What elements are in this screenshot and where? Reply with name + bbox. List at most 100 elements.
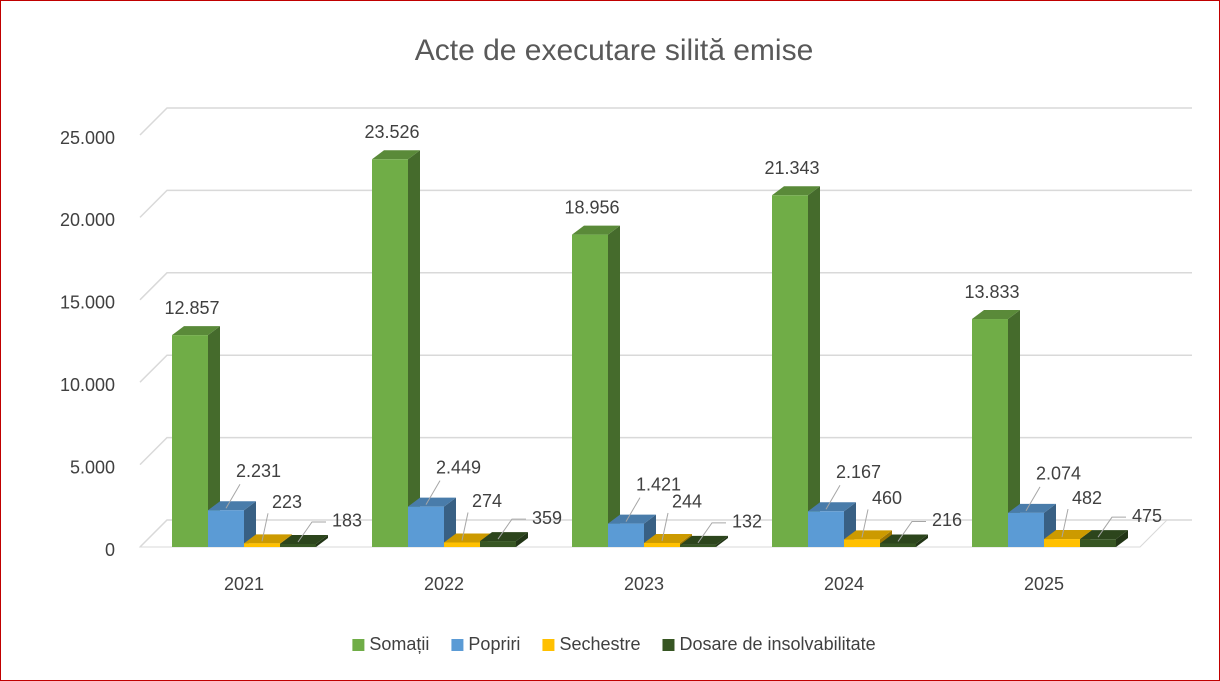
grid-line [139,354,1192,383]
data-label: 18.956 [564,197,619,217]
legend-swatch [352,639,365,651]
bar-top [880,534,928,544]
grid-line [139,436,1192,466]
bar [644,542,680,547]
bar [608,523,644,547]
data-label: 216 [932,510,962,530]
bar [444,542,480,547]
leader-line [861,509,869,538]
data-label: 482 [1072,488,1102,508]
bar-top [172,326,220,336]
bar-top [972,310,1020,320]
bar-top [1044,530,1092,540]
bar-side [916,534,928,547]
bar [244,543,280,547]
bar [408,506,444,547]
x-tick-label: 2021 [224,574,264,594]
data-label: 12.857 [164,298,219,318]
data-label: 2.074 [1036,464,1081,484]
data-label: 132 [732,512,762,532]
data-label: 274 [472,491,502,511]
bar-top [372,150,420,160]
data-label: 460 [872,488,902,508]
chart-title: Acte de executare silită emise [415,34,814,67]
bar-top [280,534,328,544]
bar-top [844,530,892,540]
grid-line [139,272,1192,301]
legend-swatch [662,639,675,651]
bar [1044,539,1080,547]
bar-side [608,225,620,548]
data-label: 21.343 [764,158,819,178]
x-tick-label: 2025 [1024,574,1064,594]
bar-side [316,534,328,547]
leader-line [225,483,241,509]
leader-line [697,522,726,544]
bar [680,544,716,547]
data-label: 23.526 [364,122,419,142]
leader-line [1061,508,1069,538]
bar-top [480,532,528,542]
bar [372,159,408,548]
leader-line [497,518,526,540]
bar-side [716,535,728,547]
x-tick-label: 2023 [624,574,664,594]
x-tick-label: 2024 [824,574,864,594]
bar-side [808,186,820,547]
bar-top [772,186,820,196]
data-label: 2.449 [436,457,481,477]
leader-line [261,513,269,542]
bar-side [1116,530,1128,547]
leader-line [1025,486,1041,512]
bar-side [444,497,456,547]
bar-side [1008,310,1020,547]
bar-side [408,150,420,548]
bar-top [1080,530,1128,540]
legend-swatch [451,639,464,651]
bar [1080,539,1116,547]
bar [808,511,844,547]
data-label: 359 [532,508,562,528]
leader-line [461,512,469,541]
bar [880,543,916,547]
leader-line [425,480,441,505]
leader-line [661,512,669,542]
grid-line [139,189,1192,218]
data-label: 223 [272,492,302,512]
data-label: 2.167 [836,462,881,482]
bar-top [1008,503,1056,513]
leader-line [297,521,326,543]
legend-label: Dosare de insolvabilitate [679,634,875,654]
bar-top [680,535,728,545]
bar [480,541,516,547]
grid-line [139,107,1192,136]
bar [844,539,880,547]
data-label: 183 [332,511,362,531]
bar [208,510,244,547]
y-tick-label: 20.000 [60,210,115,230]
bar-top [608,514,656,524]
bar-side [208,326,220,547]
bar-top [408,497,456,507]
bar-side [244,501,256,547]
bar [972,319,1008,547]
y-tick-label: 25.000 [60,128,115,148]
y-tick-label: 10.000 [60,375,115,395]
bar-top [808,502,856,512]
legend-swatch [542,639,555,651]
bar [772,195,808,547]
bar [572,234,608,548]
x-tick-label: 2022 [424,574,464,594]
leader-line [897,520,926,542]
legend-label: Somații [369,634,429,654]
bar [172,335,208,547]
data-label: 13.833 [964,282,1019,302]
legend-label: Popriri [468,634,520,654]
bar-top [444,533,492,543]
bar-top [644,533,692,543]
bar-top [572,225,620,235]
legend-label: Sechestre [559,634,640,654]
y-tick-label: 5.000 [70,457,115,477]
data-label: 475 [1132,506,1162,526]
